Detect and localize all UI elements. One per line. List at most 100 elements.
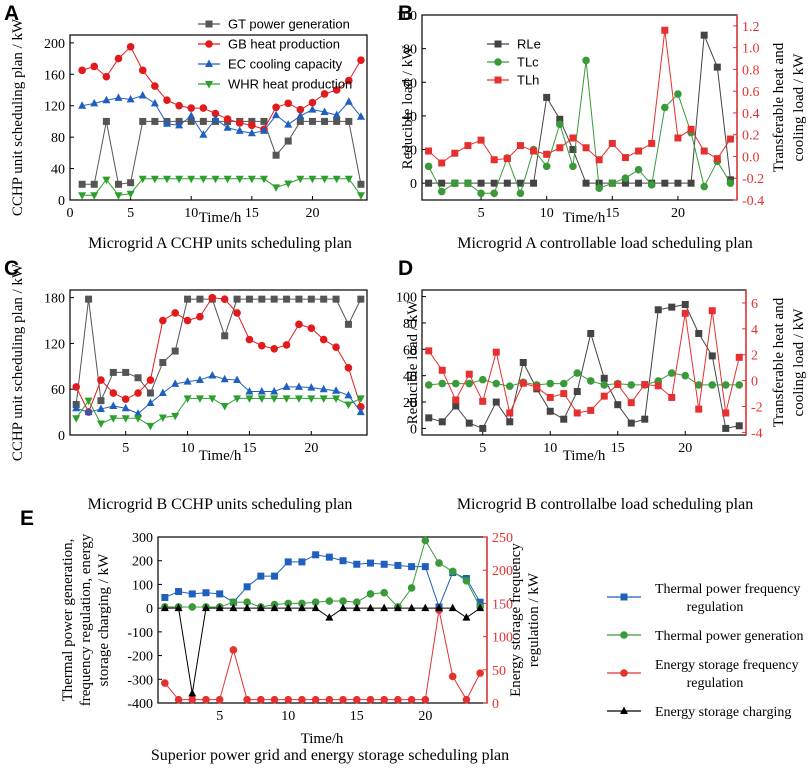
data-point <box>195 395 204 403</box>
panel-label: B <box>398 2 413 25</box>
data-point <box>333 117 341 125</box>
y-tick-label: 60 <box>51 383 65 398</box>
data-point <box>708 352 716 360</box>
data-point <box>438 159 446 167</box>
series-tlh <box>425 26 734 167</box>
data-point <box>258 295 266 303</box>
data-point <box>476 598 484 606</box>
data-point <box>366 603 375 612</box>
data-point <box>674 134 682 142</box>
series-line <box>75 297 362 414</box>
data-point <box>614 381 622 389</box>
data-point <box>366 559 374 567</box>
data-point <box>319 395 328 403</box>
data-point <box>138 175 147 184</box>
data-point <box>270 395 279 403</box>
data-point <box>506 409 514 417</box>
data-point <box>243 695 251 704</box>
data-point <box>393 603 402 612</box>
data-point <box>270 295 278 303</box>
data-point <box>96 404 105 413</box>
data-point <box>308 98 317 107</box>
x-tick-label: 5 <box>479 441 486 456</box>
data-point <box>516 142 524 150</box>
data-point <box>667 369 676 377</box>
data-point <box>233 309 241 317</box>
y2-tick-label: 0.0 <box>742 150 760 165</box>
data-point <box>438 366 446 374</box>
y2-axis-label-line: regulation / kW <box>526 572 542 667</box>
data-point <box>674 90 682 98</box>
data-point <box>298 558 306 566</box>
y-axis-label: Reducible load / kW <box>405 300 421 425</box>
data-point <box>451 379 460 388</box>
legend-marker <box>494 40 502 48</box>
data-point <box>257 387 266 395</box>
y2-axis-label-line: Transferable heat and <box>771 297 787 427</box>
data-point <box>452 396 460 404</box>
data-point <box>394 561 402 569</box>
data-point <box>243 603 252 612</box>
data-point <box>492 348 500 356</box>
x-axis-label: Time/h <box>199 448 242 464</box>
data-point <box>270 695 279 704</box>
data-point <box>284 99 293 108</box>
data-point <box>248 121 256 130</box>
data-point <box>127 179 135 187</box>
data-point <box>160 603 169 612</box>
data-point <box>282 395 291 403</box>
legend-marker <box>205 20 213 28</box>
data-point <box>465 379 474 388</box>
data-point <box>201 603 210 612</box>
panel-caption: Microgrid A controllable load scheduling… <box>457 235 753 252</box>
data-point <box>380 695 388 704</box>
data-point <box>134 374 142 382</box>
data-point <box>188 689 197 697</box>
data-point <box>695 330 703 337</box>
data-point <box>476 669 484 677</box>
data-point <box>150 175 159 184</box>
data-point <box>438 418 446 426</box>
y-tick-label: 100 <box>132 578 153 593</box>
data-point <box>477 189 485 198</box>
data-point <box>90 98 99 107</box>
data-point <box>126 190 135 199</box>
data-point <box>259 175 268 184</box>
data-point <box>332 175 341 184</box>
data-point <box>187 111 196 119</box>
y2-tick-label: -0.2 <box>742 172 764 187</box>
data-point <box>223 123 232 131</box>
data-point <box>174 603 183 612</box>
data-point <box>694 381 703 389</box>
legend-label: Thermal power frequency <box>655 582 800 597</box>
data-point <box>556 115 564 123</box>
data-point <box>146 376 155 384</box>
series-thermal-power-generation <box>161 536 484 611</box>
data-point <box>72 415 81 423</box>
y2-tick-label: 0.2 <box>742 129 760 144</box>
data-point <box>641 415 649 423</box>
data-point <box>248 117 256 125</box>
data-point <box>283 295 291 303</box>
data-point <box>319 384 328 393</box>
series-whr-heat-production <box>78 175 365 200</box>
panel-E: 5 10 15 20 -400 -300 -200 -100 0 100 200 300 0 50 100 1… <box>20 507 804 764</box>
data-point <box>284 599 293 608</box>
data-point <box>339 597 347 605</box>
data-point <box>700 31 708 39</box>
data-point <box>296 117 304 125</box>
data-point <box>448 603 457 612</box>
data-point <box>332 395 341 403</box>
y-tick-label: 180 <box>44 292 65 307</box>
data-point <box>394 695 402 704</box>
data-point <box>600 392 608 400</box>
data-point <box>229 646 238 654</box>
data-point <box>353 560 361 568</box>
data-point <box>407 695 416 704</box>
data-point <box>582 56 590 65</box>
x-tick-label: 20 <box>305 206 319 221</box>
plot-frame <box>69 34 368 201</box>
y-axis-label-line: Thermal power generation, <box>60 539 76 702</box>
data-point <box>516 179 524 187</box>
data-point <box>595 184 603 193</box>
